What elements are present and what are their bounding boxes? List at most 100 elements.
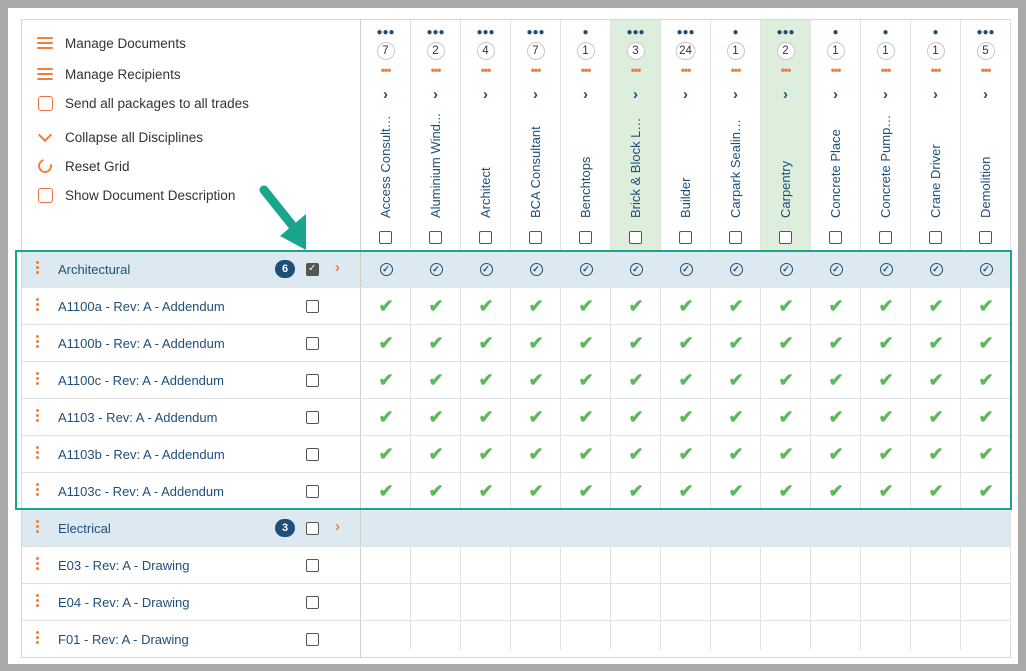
drag-handle-icon[interactable] <box>36 261 39 276</box>
drag-handle-icon[interactable] <box>36 483 39 498</box>
chevron-right-icon[interactable]: › <box>983 86 988 103</box>
group-status-cell[interactable]: ✓ <box>561 251 611 288</box>
distribution-cell[interactable] <box>661 621 711 658</box>
distribution-cell[interactable]: ✔ <box>961 288 1011 325</box>
distribution-cell[interactable]: ✔ <box>411 288 461 325</box>
group-status-cell[interactable]: ✓ <box>761 251 811 288</box>
drag-handle-icon[interactable] <box>36 631 39 646</box>
group-status-cell[interactable]: ✓ <box>811 251 861 288</box>
distribution-cell[interactable]: ✔ <box>361 288 411 325</box>
chevron-right-icon[interactable]: › <box>383 86 388 103</box>
distribution-cell[interactable]: ✔ <box>811 473 861 510</box>
row-select-checkbox[interactable] <box>306 448 319 461</box>
group-status-cell[interactable]: ✓ <box>511 251 561 288</box>
chevron-right-icon[interactable]: › <box>883 86 888 103</box>
row-select-checkbox[interactable] <box>306 263 319 276</box>
row-select-checkbox[interactable] <box>306 596 319 609</box>
recipient-count[interactable]: 1 <box>826 42 845 60</box>
distribution-cell[interactable] <box>461 510 511 547</box>
more-options-icon[interactable]: ••• <box>480 63 492 77</box>
group-status-cell[interactable]: ✓ <box>361 251 411 288</box>
distribution-cell[interactable]: ✔ <box>511 288 561 325</box>
distribution-cell[interactable]: ✔ <box>961 399 1011 436</box>
chevron-right-icon[interactable]: › <box>733 86 738 103</box>
drag-handle-icon[interactable] <box>36 335 39 350</box>
distribution-cell[interactable] <box>861 584 911 621</box>
distribution-cell[interactable] <box>911 621 961 658</box>
distribution-cell[interactable]: ✔ <box>561 399 611 436</box>
distribution-cell[interactable]: ✔ <box>661 362 711 399</box>
distribution-cell[interactable]: ✔ <box>661 473 711 510</box>
trade-select-checkbox[interactable] <box>479 231 492 244</box>
distribution-cell[interactable]: ✔ <box>611 399 661 436</box>
drag-handle-icon[interactable] <box>36 409 39 424</box>
distribution-cell[interactable]: ✔ <box>711 473 761 510</box>
distribution-cell[interactable]: ✔ <box>461 288 511 325</box>
distribution-cell[interactable]: ✔ <box>511 362 561 399</box>
distribution-cell[interactable]: ✔ <box>411 362 461 399</box>
drag-handle-icon[interactable] <box>36 520 39 535</box>
distribution-cell[interactable]: ✔ <box>911 325 961 362</box>
more-options-icon[interactable]: ••• <box>580 63 592 77</box>
distribution-cell[interactable] <box>661 584 711 621</box>
distribution-cell[interactable]: ✔ <box>761 399 811 436</box>
chevron-right-icon[interactable]: › <box>683 86 688 103</box>
manage-recipients-button[interactable]: Manage Recipients <box>36 65 181 83</box>
distribution-cell[interactable]: ✔ <box>461 436 511 473</box>
distribution-cell[interactable] <box>361 547 411 584</box>
distribution-cell[interactable]: ✔ <box>511 473 561 510</box>
distribution-cell[interactable]: ✔ <box>761 362 811 399</box>
recipient-count[interactable]: 1 <box>876 42 895 60</box>
distribution-cell[interactable]: ✔ <box>961 325 1011 362</box>
distribution-cell[interactable]: ✔ <box>711 288 761 325</box>
distribution-cell[interactable] <box>461 584 511 621</box>
distribution-cell[interactable] <box>811 510 861 547</box>
distribution-cell[interactable]: ✔ <box>861 473 911 510</box>
distribution-cell[interactable] <box>411 584 461 621</box>
recipient-count[interactable]: 2 <box>426 42 445 60</box>
distribution-cell[interactable] <box>711 621 761 658</box>
recipient-count[interactable]: 1 <box>726 42 745 60</box>
distribution-cell[interactable] <box>361 510 411 547</box>
trade-select-checkbox[interactable] <box>679 231 692 244</box>
distribution-cell[interactable]: ✔ <box>661 288 711 325</box>
distribution-cell[interactable]: ✔ <box>811 399 861 436</box>
drag-handle-icon[interactable] <box>36 594 39 609</box>
distribution-cell[interactable]: ✔ <box>861 399 911 436</box>
more-options-icon[interactable]: ••• <box>880 63 892 77</box>
group-status-cell[interactable]: ✓ <box>461 251 511 288</box>
recipient-count[interactable]: 7 <box>526 42 545 60</box>
distribution-cell[interactable]: ✔ <box>361 473 411 510</box>
distribution-cell[interactable]: ✔ <box>761 288 811 325</box>
distribution-cell[interactable] <box>761 584 811 621</box>
trade-select-checkbox[interactable] <box>879 231 892 244</box>
distribution-cell[interactable]: ✔ <box>811 436 861 473</box>
show-description-checkbox[interactable]: Show Document Description <box>36 186 235 204</box>
distribution-cell[interactable]: ✔ <box>361 325 411 362</box>
recipient-count[interactable]: 3 <box>626 42 645 60</box>
discipline-name[interactable]: Electrical <box>58 521 111 536</box>
distribution-cell[interactable]: ✔ <box>861 325 911 362</box>
distribution-cell[interactable]: ✔ <box>661 399 711 436</box>
row-select-checkbox[interactable] <box>306 522 319 535</box>
distribution-cell[interactable] <box>961 510 1011 547</box>
distribution-cell[interactable]: ✔ <box>561 436 611 473</box>
trade-select-checkbox[interactable] <box>429 231 442 244</box>
group-status-cell[interactable]: ✓ <box>661 251 711 288</box>
distribution-cell[interactable] <box>811 547 861 584</box>
distribution-cell[interactable] <box>511 621 561 658</box>
distribution-cell[interactable] <box>861 547 911 584</box>
row-select-checkbox[interactable] <box>306 337 319 350</box>
trade-select-checkbox[interactable] <box>579 231 592 244</box>
distribution-cell[interactable]: ✔ <box>911 436 961 473</box>
distribution-cell[interactable] <box>911 510 961 547</box>
distribution-cell[interactable]: ✔ <box>361 362 411 399</box>
row-select-checkbox[interactable] <box>306 485 319 498</box>
distribution-cell[interactable] <box>911 584 961 621</box>
group-status-cell[interactable]: ✓ <box>961 251 1011 288</box>
chevron-right-icon[interactable]: › <box>533 86 538 103</box>
distribution-cell[interactable]: ✔ <box>361 399 411 436</box>
distribution-cell[interactable]: ✔ <box>661 325 711 362</box>
distribution-cell[interactable] <box>461 547 511 584</box>
distribution-cell[interactable]: ✔ <box>511 436 561 473</box>
